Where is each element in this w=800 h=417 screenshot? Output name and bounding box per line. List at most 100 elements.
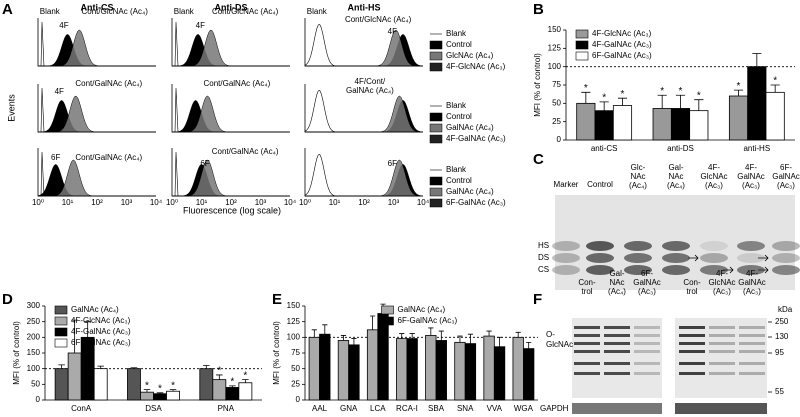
control-curve	[171, 100, 290, 133]
legend-label: Control	[446, 40, 472, 49]
band-label: DS	[538, 253, 549, 262]
error-bar	[169, 389, 177, 392]
gel-band	[737, 253, 765, 263]
bar	[127, 368, 141, 401]
blot-band	[574, 326, 600, 329]
control-curve	[37, 100, 156, 133]
gel-band	[772, 241, 800, 251]
column-title: Anti-HS	[348, 2, 381, 12]
error-bar	[58, 364, 65, 369]
gel-band	[624, 253, 652, 263]
legend-swatch	[429, 51, 443, 61]
blot-label: GlcNAc	[546, 340, 573, 349]
legend-label: GlcNAc (Ac₄)	[446, 51, 494, 60]
blot-band	[574, 372, 600, 375]
x-tick-label: DSA	[145, 404, 162, 413]
lane-label: (Ac₄)	[608, 287, 626, 296]
y-tick-label: 100	[548, 62, 562, 71]
blot-band	[709, 326, 735, 329]
axis	[304, 148, 423, 197]
legend-label: GalNAc (Ac₄)	[446, 123, 494, 132]
annotation: 6F	[388, 159, 397, 168]
bar	[140, 391, 154, 401]
legend-label: 4F-GlcNAc (Ac₃)	[592, 29, 652, 38]
y-tick-label: 100	[287, 332, 301, 341]
error-bar	[409, 333, 415, 339]
annotation: Cont/GlcNAc (Ac₄)	[345, 15, 412, 24]
bar	[199, 368, 214, 401]
error-bar	[515, 331, 521, 338]
annotation: 4F	[196, 21, 205, 30]
lane-label: trol	[581, 287, 592, 296]
legend-swatch	[54, 316, 68, 326]
x-tick-label: VVA	[487, 404, 503, 413]
marker-label: 250	[775, 317, 789, 326]
legend-swatch	[54, 305, 68, 315]
legend-label: 4F-GalNAc (Ac₃)	[592, 40, 652, 49]
annotation: Blank	[174, 7, 195, 16]
lane-label: (Ac₃)	[742, 181, 760, 190]
y-tick-label: 50	[291, 364, 300, 373]
significance: *	[602, 93, 606, 104]
x-tick-label: 10⁴	[417, 198, 430, 207]
lane-label: Gal-	[609, 269, 624, 278]
error-bar	[340, 335, 347, 341]
treated-curve	[172, 159, 290, 197]
bar	[670, 108, 691, 141]
gel-band	[737, 241, 765, 251]
gel-band	[586, 253, 614, 263]
significance: *	[230, 377, 234, 388]
blot-image	[572, 318, 662, 398]
blot-band	[679, 362, 705, 365]
error-bar	[351, 338, 357, 345]
y-tick-label: 250	[27, 317, 41, 326]
bar	[425, 335, 437, 401]
blot-band	[709, 350, 735, 353]
significance: *	[679, 86, 683, 97]
blot-band	[634, 372, 660, 375]
gel-band	[552, 265, 580, 275]
annotation: Cont/GlcNAc (Ac₄)	[82, 7, 149, 16]
error-bar	[496, 336, 503, 347]
bar	[689, 110, 709, 141]
bar	[212, 379, 227, 401]
legend-label: Blank	[446, 165, 467, 174]
significance: *	[171, 380, 175, 391]
x-tick-label: 10²	[358, 198, 370, 207]
legend-label: 4F-GalNAc (Ac₃)	[446, 134, 506, 143]
lane-label: (Ac₃)	[705, 181, 723, 190]
y-tick-label: 150	[548, 25, 562, 34]
lane-label: (Ac₃)	[638, 287, 656, 296]
bar	[93, 368, 108, 401]
lane-label: (Ac₃)	[777, 181, 795, 190]
legend-swatch	[381, 305, 394, 315]
control-curve	[172, 164, 290, 197]
axis	[171, 84, 290, 133]
x-tick-label: 10⁴	[284, 198, 297, 207]
unit-label: kDa	[778, 305, 793, 314]
lane-label: (Ac₃)	[743, 287, 761, 296]
blot-image	[675, 318, 767, 398]
y-tick-label: 125	[287, 317, 301, 326]
error-bar	[242, 379, 249, 383]
legend-swatch	[429, 112, 443, 122]
error-bar	[486, 330, 492, 337]
axis	[171, 18, 290, 67]
x-tick-label: 10³	[388, 198, 400, 207]
x-tick-label: SBA	[428, 404, 445, 413]
blot-band	[709, 362, 735, 365]
x-tick-label: WGA	[514, 404, 534, 413]
bar	[337, 340, 350, 401]
error-bar	[428, 327, 434, 336]
blot-band	[739, 326, 765, 329]
bar	[308, 336, 320, 401]
x-tick-label: 10⁴	[150, 198, 163, 207]
panel-letter: F	[533, 291, 542, 308]
blot-band	[739, 372, 765, 375]
legend-label: 4F-GalNAc (Ac₃)	[71, 327, 131, 336]
annotation: Cont/GalNAc (Ac₄)	[203, 79, 270, 88]
error-bar	[203, 365, 210, 369]
y-tick-label: 75	[291, 348, 300, 357]
y-axis-label: Events	[6, 94, 16, 122]
